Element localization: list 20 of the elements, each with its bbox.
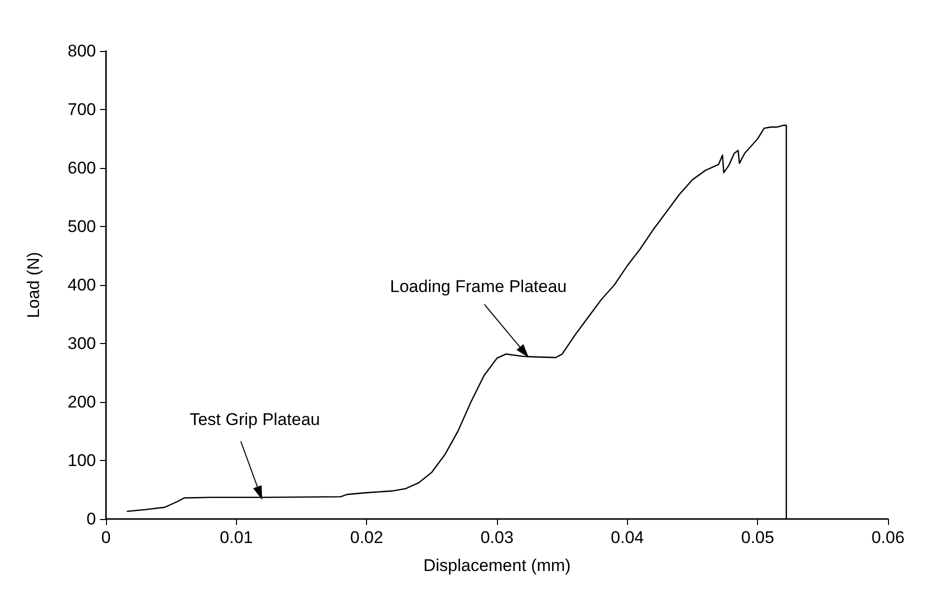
y-tick-label: 700 [68,100,96,119]
y-tick-label: 400 [68,276,96,294]
x-tick-label: 0.03 [480,528,514,547]
y-tick-label: 600 [68,158,96,178]
y-tick-label: 800 [68,42,96,60]
x-tick-label: 0.02 [350,528,384,547]
y-tick-label: 0 [86,510,96,528]
x-tick-label: 0.01 [220,528,253,547]
x-tick-label: 0.04 [610,528,644,547]
x-tick-label: 0.05 [741,528,774,547]
y-tick-label: 500 [68,217,96,236]
y-tick-label: 100 [68,451,96,470]
x-tick-label: 0 [101,528,111,547]
y-tick-label: 300 [68,334,96,353]
y-tick-label: 200 [68,392,96,412]
y-axis-title: Load (N) [24,252,43,318]
x-axis-title: Displacement (mm) [423,556,571,575]
annotation: Test Grip Plateau [190,410,320,429]
annotation: Loading Frame Plateau [390,276,567,296]
x-tick-label: 0.06 [871,528,905,547]
